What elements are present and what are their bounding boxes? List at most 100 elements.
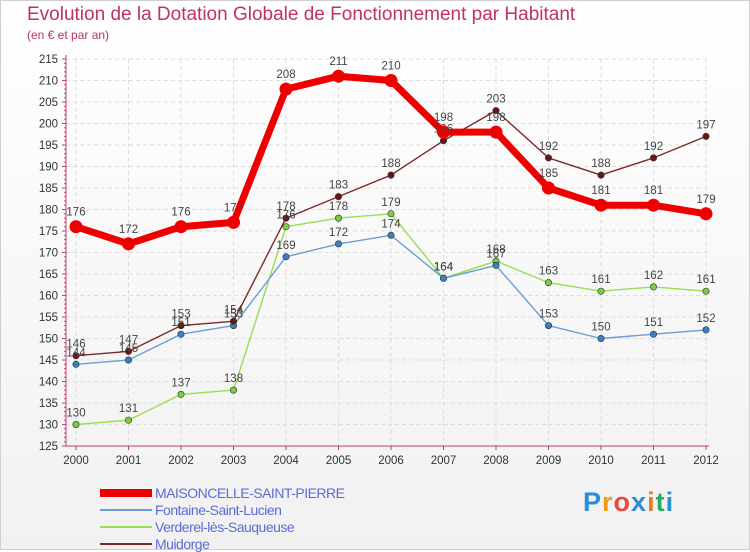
data-point: [72, 352, 80, 360]
data-label: 198: [434, 112, 453, 124]
y-tick-label: 145: [39, 355, 58, 367]
logo-letter: i: [665, 487, 675, 517]
data-point: [702, 287, 710, 295]
data-point: [437, 125, 450, 139]
y-tick-label: 160: [39, 291, 58, 303]
data-point: [334, 240, 342, 248]
data-label: 172: [329, 227, 348, 239]
data-label: 181: [591, 185, 610, 197]
data-label: 183: [329, 180, 348, 192]
proxiti-logo: Proxiti: [583, 487, 674, 518]
y-tick-label: 170: [39, 248, 58, 260]
y-tick-label: 215: [39, 54, 58, 66]
data-label: 198: [486, 112, 505, 124]
data-label: 176: [171, 207, 190, 219]
data-point: [649, 283, 657, 291]
data-point: [387, 231, 395, 239]
logo-letter: x: [631, 487, 648, 517]
logo-letter: t: [655, 487, 666, 517]
legend-swatch: [100, 542, 152, 545]
data-point: [177, 390, 185, 398]
data-label: 172: [119, 224, 138, 236]
legend-label: Muidorge: [155, 535, 210, 552]
y-tick-label: 175: [39, 226, 58, 238]
data-label: 162: [644, 270, 663, 282]
y-tick-label: 190: [39, 162, 58, 174]
data-point: [125, 347, 133, 355]
x-tick-label: 2011: [641, 455, 666, 467]
x-tick-label: 2005: [326, 455, 352, 467]
data-label: 196: [434, 124, 453, 136]
data-point: [542, 181, 555, 195]
data-point: [489, 125, 503, 139]
data-label: 179: [696, 194, 715, 206]
legend-item: Fontaine-Saint-Lucien: [100, 501, 345, 518]
data-label: 152: [696, 313, 715, 325]
data-label: 144: [66, 347, 86, 359]
x-tick-label: 2002: [168, 455, 194, 467]
logo-letter: P: [583, 487, 603, 517]
data-label: 130: [66, 408, 85, 420]
data-label: 147: [119, 334, 138, 346]
data-label: 164: [434, 261, 454, 273]
legend-swatch: [100, 525, 152, 528]
legend-label: Verderel-lès-Sauqueuse: [155, 518, 295, 535]
data-point: [230, 317, 238, 325]
data-point: [594, 198, 608, 212]
legend-item: Muidorge: [100, 535, 345, 552]
data-point: [702, 326, 710, 334]
data-point: [492, 261, 500, 269]
data-label: 153: [171, 309, 190, 321]
data-label: 151: [171, 317, 190, 329]
data-label: 145: [119, 343, 138, 355]
y-tick-label: 140: [39, 377, 58, 389]
x-tick-label: 2008: [483, 455, 509, 467]
chart-legend: MAISONCELLE-SAINT-PIERRE Fontaine-Saint-L…: [100, 484, 345, 552]
data-point: [174, 220, 188, 234]
data-label: 178: [276, 201, 295, 213]
data-point: [125, 356, 133, 364]
data-label: 176: [276, 210, 295, 222]
legend-label: Fontaine-Saint-Lucien: [155, 501, 282, 518]
data-label: 169: [276, 240, 295, 252]
data-point: [69, 220, 83, 234]
y-tick-label: 125: [39, 441, 58, 453]
y-tick-label: 185: [39, 183, 58, 195]
data-point: [649, 154, 657, 162]
data-label: 161: [696, 274, 715, 286]
data-label: 203: [486, 94, 505, 106]
data-point: [384, 74, 398, 87]
x-tick-label: 2012: [693, 455, 719, 467]
data-point: [72, 420, 80, 428]
logo-letter: o: [613, 487, 632, 517]
data-label: 188: [381, 158, 400, 170]
data-label: 154: [224, 304, 244, 316]
data-label: 179: [381, 197, 400, 209]
data-point: [597, 171, 605, 179]
data-label: 138: [224, 373, 243, 385]
legend-swatch: [100, 488, 152, 497]
y-tick-label: 155: [39, 312, 58, 324]
data-point: [387, 171, 395, 179]
data-label: 137: [171, 377, 190, 389]
data-label: 188: [591, 158, 610, 170]
data-point: [122, 237, 135, 251]
y-tick-label: 130: [39, 420, 58, 432]
data-point: [544, 279, 552, 287]
x-tick-label: 2004: [273, 455, 299, 467]
data-point: [227, 215, 240, 229]
data-label: 208: [276, 69, 295, 81]
data-point: [125, 416, 133, 424]
x-tick-label: 2009: [536, 455, 562, 467]
data-point: [282, 214, 290, 222]
x-tick-label: 2010: [588, 455, 614, 467]
chart-title: Evolution de la Dotation Globale de Fonc…: [27, 4, 576, 25]
data-point: [279, 82, 293, 96]
x-tick-label: 2000: [63, 455, 89, 467]
data-point: [387, 210, 395, 218]
data-point: [597, 287, 605, 295]
data-label: 150: [591, 322, 610, 334]
data-label: 210: [381, 61, 400, 73]
data-point: [647, 198, 660, 212]
